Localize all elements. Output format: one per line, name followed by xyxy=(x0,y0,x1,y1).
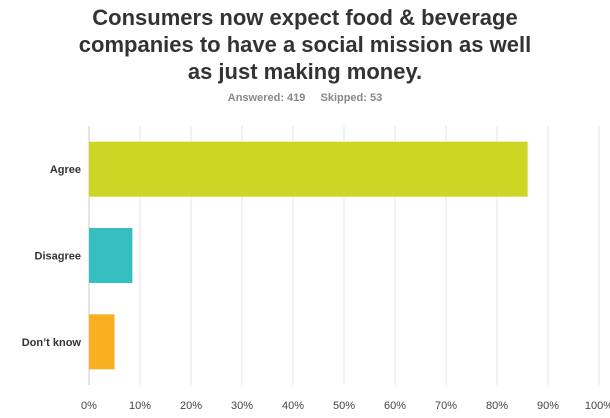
x-tick-label: 10% xyxy=(129,400,151,412)
x-tick-label: 90% xyxy=(537,400,559,412)
x-tick-label: 80% xyxy=(486,400,508,412)
x-tick-label: 70% xyxy=(435,400,457,412)
bar-2 xyxy=(89,228,133,283)
response-stats: Answered: 419 Skipped: 53 xyxy=(0,92,610,104)
x-tick-label: 40% xyxy=(282,400,304,412)
answered-count: Answered: 419 xyxy=(227,92,306,104)
x-tick-label: 30% xyxy=(231,400,253,412)
x-tick-label: 60% xyxy=(384,400,406,412)
chart-title: Consumers now expect food & beverage com… xyxy=(0,4,610,85)
title-line-1: Consumers now expect food & beverage xyxy=(92,5,518,30)
bar-3 xyxy=(89,314,115,370)
category-label: Agree xyxy=(50,164,81,176)
x-tick-label: 100% xyxy=(585,400,610,412)
x-tick-label: 20% xyxy=(180,400,202,412)
title-line-2: companies to have a social mission as we… xyxy=(78,32,532,57)
category-label: Disagree xyxy=(35,251,81,263)
bar-1 xyxy=(89,141,528,197)
title-line-3: as just making money. xyxy=(187,59,423,84)
skipped-count: Skipped: 53 xyxy=(320,92,383,104)
x-tick-label: 0% xyxy=(81,400,97,412)
category-label: Don’t know xyxy=(22,337,82,349)
x-tick-label: 50% xyxy=(333,400,355,412)
